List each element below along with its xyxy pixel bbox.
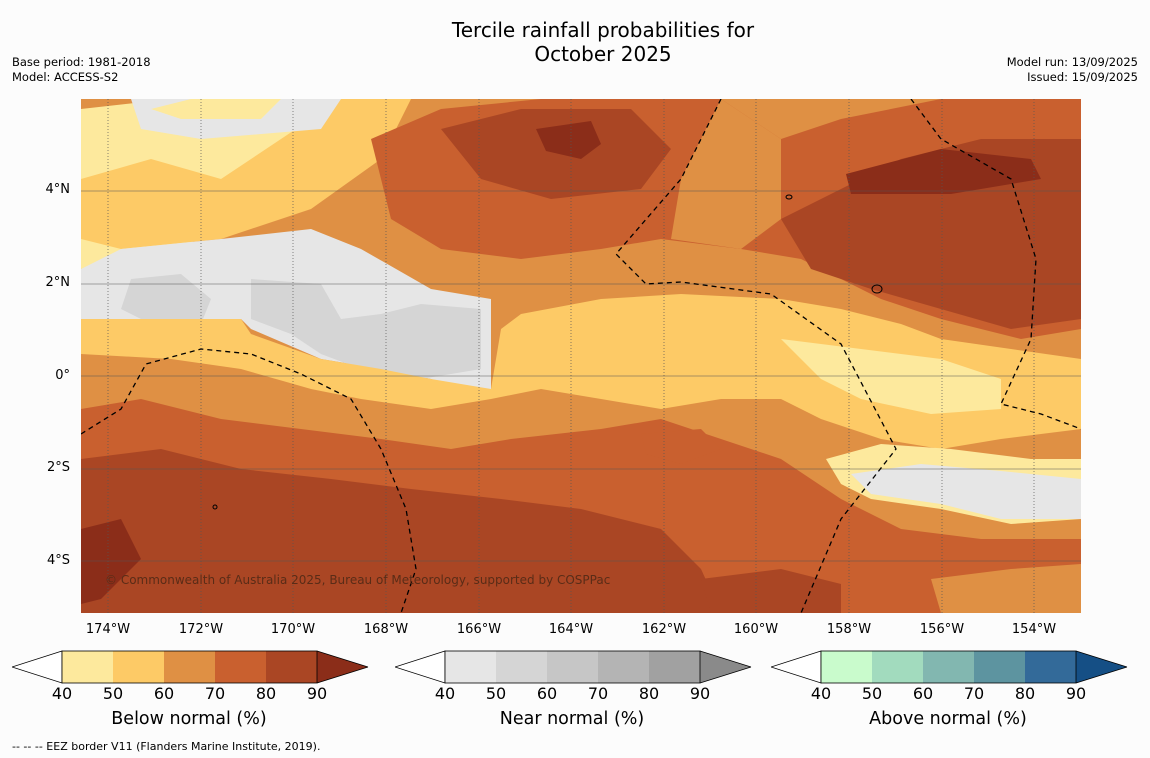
colorbar-tick: 40 bbox=[434, 684, 456, 703]
copyright-notice: © Commonwealth of Australia 2025, Bureau… bbox=[105, 573, 611, 587]
lon-label: 164°W bbox=[548, 622, 594, 637]
colorbar-tick: 50 bbox=[485, 684, 507, 703]
title-line-2: October 2025 bbox=[534, 42, 672, 66]
model-name: Model: ACCESS-S2 bbox=[12, 70, 119, 84]
colorbar-swatch bbox=[649, 651, 700, 683]
lon-label: 156°W bbox=[919, 622, 965, 637]
colorbar-swatch bbox=[821, 651, 872, 683]
colorbar-tick: 60 bbox=[912, 684, 934, 703]
lon-label: 172°W bbox=[178, 622, 224, 637]
colorbar-tick: 70 bbox=[204, 684, 226, 703]
lon-label: 160°W bbox=[733, 622, 779, 637]
lat-label: 0° bbox=[55, 368, 70, 383]
lon-label: 170°W bbox=[270, 622, 316, 637]
below-50-equatorial bbox=[81, 294, 1081, 449]
lon-label: 162°W bbox=[641, 622, 687, 637]
colorbar-tick: 80 bbox=[638, 684, 660, 703]
map-svg bbox=[81, 99, 1081, 613]
lat-label: 4°N bbox=[45, 182, 71, 197]
colorbar-above-normal bbox=[771, 650, 1128, 684]
colorbar-tick: 60 bbox=[536, 684, 558, 703]
colorbar-swatch bbox=[215, 651, 266, 683]
colorbar-extend-low bbox=[395, 650, 446, 684]
eez-footnote: -- -- -- EEZ border V11 (Flanders Marine… bbox=[12, 740, 321, 753]
colorbar-extend-high bbox=[700, 651, 751, 683]
below-80-north-centre bbox=[441, 109, 671, 199]
colorbar-tick: 70 bbox=[963, 684, 985, 703]
lon-label: 166°W bbox=[456, 622, 502, 637]
colorbar-swatch bbox=[445, 651, 496, 683]
colorbar-extend-low bbox=[771, 650, 822, 684]
colorbar-swatch bbox=[598, 651, 649, 683]
below-60-north-pocket bbox=[671, 99, 781, 249]
below-50-north-west bbox=[81, 99, 411, 249]
below-70-patch bbox=[641, 429, 721, 464]
latitude-gridlines bbox=[81, 190, 1081, 562]
colorbar-swatch bbox=[266, 651, 317, 683]
colorbar-tick: 60 bbox=[153, 684, 175, 703]
colorbar-below-normal bbox=[12, 650, 369, 684]
near-50-west-2 bbox=[251, 279, 481, 379]
colorbar-title: Above normal (%) bbox=[869, 709, 1027, 729]
issued-date: Issued: 15/09/2025 bbox=[1027, 70, 1138, 84]
colorbar-swatch bbox=[62, 651, 113, 683]
lat-label: 2°S bbox=[46, 460, 70, 475]
below-40-north-strip bbox=[151, 99, 281, 119]
colorbar-extend-high bbox=[317, 651, 368, 683]
lat-label: 2°N bbox=[45, 275, 71, 290]
lon-label: 168°W bbox=[363, 622, 409, 637]
colorbar-title: Near normal (%) bbox=[499, 709, 645, 729]
chart-title: Tercile rainfall probabilities for Octob… bbox=[0, 18, 1150, 66]
title-line-1: Tercile rainfall probabilities for bbox=[451, 18, 755, 42]
colorbar-swatch bbox=[872, 651, 923, 683]
colorbar-swatch bbox=[923, 651, 974, 683]
colorbar-extend-high bbox=[1076, 651, 1127, 683]
below-90-north-centre bbox=[536, 121, 601, 159]
colorbar-swatch bbox=[164, 651, 215, 683]
colorbar-tick: 40 bbox=[51, 684, 73, 703]
lon-label: 158°W bbox=[826, 622, 872, 637]
colorbar-swatch bbox=[113, 651, 164, 683]
below-90-south-west bbox=[81, 519, 141, 604]
colorbar-tick: 70 bbox=[587, 684, 609, 703]
near-40-south-east bbox=[851, 464, 1081, 519]
below-80-south-west bbox=[81, 449, 721, 613]
meta-left: Base period: 1981-2018 Model: ACCESS-S2 bbox=[12, 55, 151, 85]
colorbar-near-normal bbox=[395, 650, 752, 684]
colorbar-tick: 40 bbox=[810, 684, 832, 703]
colorbar-title: Below normal (%) bbox=[111, 709, 267, 729]
colorbar-tick: 50 bbox=[861, 684, 883, 703]
lat-label: 4°S bbox=[46, 553, 70, 568]
lon-label: 154°W bbox=[1011, 622, 1057, 637]
eez-borders bbox=[81, 99, 1081, 613]
colorbar-tick: 80 bbox=[255, 684, 277, 703]
below-90-north-east bbox=[846, 149, 1041, 194]
colorbar-swatch bbox=[1025, 651, 1076, 683]
colorbar-tick: 90 bbox=[1065, 684, 1087, 703]
probability-map bbox=[81, 99, 1081, 613]
colorbar-swatch bbox=[496, 651, 547, 683]
colorbar-tick: 50 bbox=[102, 684, 124, 703]
below-40-equatorial bbox=[781, 339, 1001, 414]
colorbar-tick: 90 bbox=[689, 684, 711, 703]
base-period: Base period: 1981-2018 bbox=[12, 55, 151, 69]
island-outlines bbox=[212, 194, 883, 510]
colorbar-tick: 90 bbox=[306, 684, 328, 703]
colorbar-swatch bbox=[547, 651, 598, 683]
colorbar-extend-low bbox=[12, 650, 63, 684]
lon-label: 174°W bbox=[85, 622, 131, 637]
below-60-south-east bbox=[931, 564, 1081, 613]
colorbar-swatch bbox=[974, 651, 1025, 683]
near-50-west-1 bbox=[121, 274, 211, 324]
colorbar-tick: 80 bbox=[1014, 684, 1036, 703]
model-run-date: Model run: 13/09/2025 bbox=[1006, 55, 1138, 69]
meta-right: Model run: 13/09/2025 Issued: 15/09/2025 bbox=[1007, 55, 1138, 85]
